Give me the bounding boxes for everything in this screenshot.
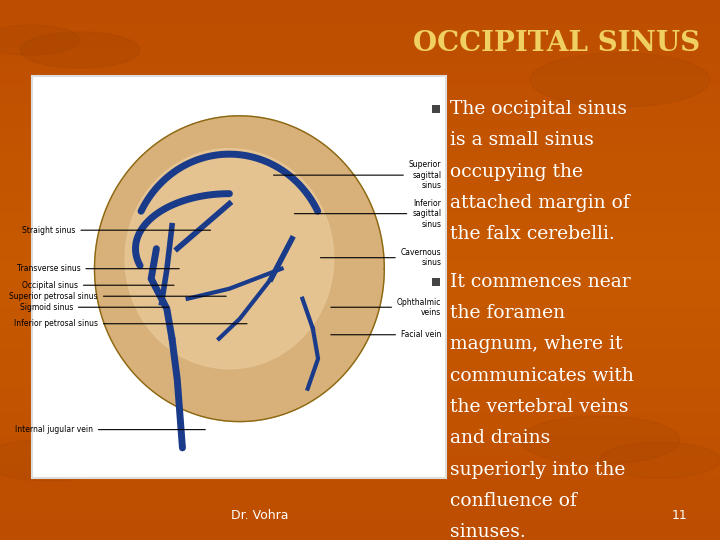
Text: The occipital sinus: The occipital sinus	[450, 100, 627, 118]
Text: Ophthalmic
veins: Ophthalmic veins	[331, 298, 441, 317]
Text: the vertebral veins: the vertebral veins	[450, 398, 629, 416]
Text: Straight sinus: Straight sinus	[22, 226, 210, 235]
Text: attached margin of: attached margin of	[450, 194, 630, 212]
Polygon shape	[125, 148, 334, 369]
Text: the foramen: the foramen	[450, 304, 565, 322]
Polygon shape	[0, 439, 120, 481]
Polygon shape	[600, 442, 720, 478]
Polygon shape	[520, 416, 680, 464]
Polygon shape	[20, 32, 140, 68]
Bar	[32, 76, 446, 478]
Text: Internal jugular vein: Internal jugular vein	[15, 425, 205, 434]
Text: Cavernous
sinus: Cavernous sinus	[320, 248, 441, 267]
Text: Superior petrosal sinus: Superior petrosal sinus	[9, 292, 226, 301]
Text: Dr. Vohra: Dr. Vohra	[231, 509, 289, 522]
Text: Inferior petrosal sinus: Inferior petrosal sinus	[14, 319, 247, 328]
Text: Facial vein: Facial vein	[331, 330, 441, 339]
Text: is a small sinus: is a small sinus	[450, 131, 594, 149]
Text: sinuses.: sinuses.	[450, 523, 526, 540]
Polygon shape	[0, 25, 80, 55]
Polygon shape	[94, 116, 384, 422]
Bar	[432, 278, 440, 286]
Text: OCCIPITAL SINUS: OCCIPITAL SINUS	[413, 30, 700, 57]
Text: 11: 11	[672, 509, 688, 522]
Text: magnum, where it: magnum, where it	[450, 335, 623, 353]
Text: occupying the: occupying the	[450, 163, 583, 180]
Bar	[432, 105, 440, 113]
Text: Superior
sagittal
sinus: Superior sagittal sinus	[274, 160, 441, 190]
Text: Transverse sinus: Transverse sinus	[17, 264, 179, 273]
Text: confluence of: confluence of	[450, 492, 577, 510]
Text: superiorly into the: superiorly into the	[450, 461, 626, 478]
Text: the falx cerebelli.: the falx cerebelli.	[450, 225, 615, 243]
Text: It commences near: It commences near	[450, 273, 631, 291]
Text: Sigmoid sinus: Sigmoid sinus	[19, 303, 168, 312]
Text: communicates with: communicates with	[450, 367, 634, 384]
Text: Inferior
sagittal
sinus: Inferior sagittal sinus	[294, 199, 441, 228]
Polygon shape	[530, 53, 710, 107]
Text: Occipital sinus: Occipital sinus	[22, 281, 174, 290]
Text: and drains: and drains	[450, 429, 550, 447]
